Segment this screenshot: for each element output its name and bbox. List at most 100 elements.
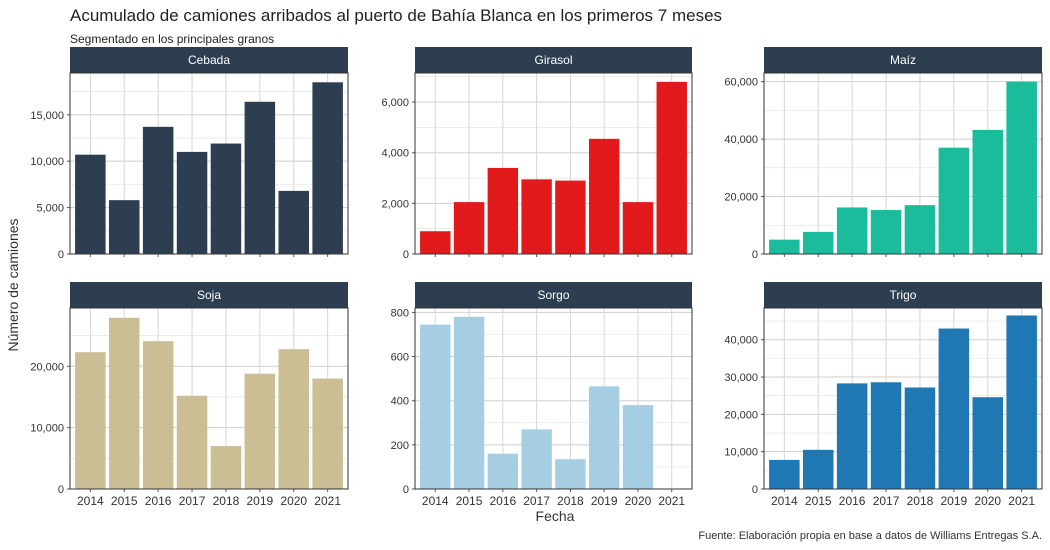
panel-border-maiz bbox=[763, 72, 1043, 255]
bar-maiz-2019 bbox=[938, 147, 970, 254]
bar-cebada-2016 bbox=[142, 126, 174, 254]
bar-sorgo-2018 bbox=[555, 459, 586, 489]
bar-trigo-2021 bbox=[1006, 315, 1037, 489]
chart-title: Acumulado de camiones arribados al puert… bbox=[70, 6, 723, 25]
bar-soja-2015 bbox=[108, 317, 140, 489]
bar-trigo-2014 bbox=[769, 459, 800, 489]
bar-soja-2021 bbox=[312, 378, 343, 489]
y-tick-label: 6,000 bbox=[381, 97, 409, 109]
y-tick-label: 0 bbox=[752, 484, 758, 496]
bar-maiz-2017 bbox=[870, 210, 902, 254]
y-tick-label: 2,000 bbox=[381, 198, 409, 210]
y-tick-label: 4,000 bbox=[381, 148, 409, 160]
x-tick-label: 2020 bbox=[625, 494, 652, 508]
bar-cebada-2017 bbox=[176, 151, 208, 254]
bar-girasol-2021 bbox=[656, 81, 687, 254]
facet-strip-trigo bbox=[764, 282, 1042, 308]
y-tick-label: 10,000 bbox=[30, 156, 64, 168]
bar-sorgo-2016 bbox=[487, 453, 519, 489]
y-tick-label: 10,000 bbox=[30, 423, 64, 435]
x-axis-title: Fecha bbox=[536, 508, 575, 524]
x-tick-label: 2016 bbox=[489, 494, 516, 508]
y-tick-label: 15,000 bbox=[30, 110, 64, 122]
bar-trigo-2016 bbox=[836, 383, 868, 489]
x-tick-label: 2019 bbox=[247, 494, 274, 508]
bar-soja-2016 bbox=[142, 341, 174, 489]
bar-girasol-2019 bbox=[588, 138, 620, 254]
x-tick-label: 2016 bbox=[145, 494, 172, 508]
facet-strip-soja bbox=[70, 282, 348, 308]
facet-label-sorgo: Sorgo bbox=[537, 288, 569, 302]
x-tick-label: 2021 bbox=[314, 494, 341, 508]
x-tick-label: 2019 bbox=[591, 494, 618, 508]
x-tick-label: 2014 bbox=[422, 494, 449, 508]
bar-maiz-2016 bbox=[836, 207, 868, 254]
panel-border-soja bbox=[69, 307, 349, 490]
bar-girasol-2015 bbox=[453, 202, 485, 254]
bar-cebada-2021 bbox=[312, 82, 343, 255]
x-tick-label: 2018 bbox=[557, 494, 584, 508]
x-tick-label: 2014 bbox=[771, 494, 798, 508]
y-tick-label: 40,000 bbox=[724, 134, 758, 146]
bar-soja-2020 bbox=[278, 349, 310, 489]
chart-subtitle: Segmentado en los principales granos bbox=[70, 32, 275, 46]
panel-border-trigo bbox=[763, 307, 1043, 490]
facet-strip-maiz bbox=[764, 47, 1042, 73]
y-tick-label: 400 bbox=[391, 396, 409, 408]
x-tick-label: 2015 bbox=[805, 494, 832, 508]
y-axis-title: Número de camiones bbox=[5, 218, 21, 351]
x-tick-label: 2016 bbox=[839, 494, 866, 508]
panel-border-girasol bbox=[414, 72, 693, 255]
bar-maiz-2018 bbox=[904, 205, 936, 254]
y-tick-label: 0 bbox=[403, 484, 409, 496]
y-tick-label: 30,000 bbox=[724, 372, 758, 384]
y-tick-label: 0 bbox=[752, 249, 758, 261]
bar-sorgo-2017 bbox=[521, 429, 552, 489]
facet-label-soja: Soja bbox=[197, 288, 221, 302]
bar-maiz-2014 bbox=[769, 239, 800, 254]
y-tick-label: 600 bbox=[391, 352, 409, 364]
bar-trigo-2019 bbox=[938, 328, 970, 489]
x-tick-label: 2017 bbox=[523, 494, 550, 508]
bar-cebada-2014 bbox=[75, 154, 106, 254]
bar-girasol-2014 bbox=[420, 231, 451, 254]
chart-caption: Fuente: Elaboración propia en base a dat… bbox=[698, 530, 1042, 542]
bar-maiz-2015 bbox=[802, 231, 834, 254]
x-tick-label: 2015 bbox=[111, 494, 138, 508]
x-tick-label: 2017 bbox=[179, 494, 206, 508]
bar-cebada-2015 bbox=[108, 200, 140, 254]
bar-cebada-2020 bbox=[278, 190, 310, 254]
y-tick-label: 0 bbox=[58, 484, 64, 496]
x-tick-label: 2021 bbox=[1008, 494, 1035, 508]
y-tick-label: 10,000 bbox=[724, 447, 758, 459]
x-tick-label: 2017 bbox=[873, 494, 900, 508]
y-tick-label: 0 bbox=[403, 249, 409, 261]
x-tick-label: 2018 bbox=[907, 494, 934, 508]
x-tick-label: 2015 bbox=[456, 494, 483, 508]
bar-cebada-2019 bbox=[244, 101, 276, 255]
facet-label-girasol: Girasol bbox=[534, 53, 572, 67]
bar-trigo-2020 bbox=[972, 397, 1004, 489]
bar-girasol-2020 bbox=[622, 202, 654, 254]
panel-border-cebada bbox=[69, 72, 349, 255]
bar-trigo-2018 bbox=[904, 387, 936, 489]
bar-sorgo-2015 bbox=[453, 316, 485, 489]
bar-soja-2014 bbox=[75, 352, 106, 489]
x-tick-label: 2018 bbox=[213, 494, 240, 508]
facet-strip-cebada bbox=[70, 47, 348, 73]
bar-girasol-2016 bbox=[487, 167, 519, 254]
y-tick-label: 20,000 bbox=[30, 361, 64, 373]
bar-sorgo-2020 bbox=[622, 405, 654, 489]
x-tick-label: 2020 bbox=[974, 494, 1001, 508]
bar-sorgo-2014 bbox=[420, 324, 451, 489]
bar-trigo-2015 bbox=[802, 449, 834, 489]
facet-strip-girasol bbox=[415, 47, 692, 73]
y-tick-label: 20,000 bbox=[724, 192, 758, 204]
x-tick-label: 2019 bbox=[941, 494, 968, 508]
facet-label-cebada: Cebada bbox=[188, 53, 230, 67]
x-tick-label: 2020 bbox=[280, 494, 307, 508]
y-tick-label: 60,000 bbox=[724, 77, 758, 89]
bar-soja-2018 bbox=[210, 446, 242, 489]
bar-maiz-2020 bbox=[972, 129, 1004, 254]
y-tick-label: 800 bbox=[391, 307, 409, 319]
